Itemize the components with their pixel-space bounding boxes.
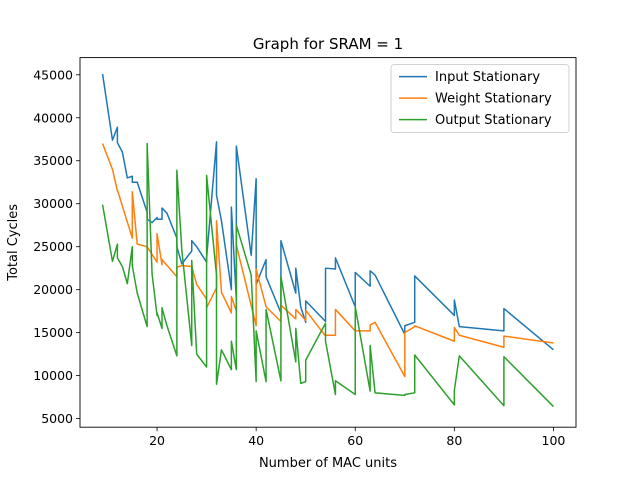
x-tick-label: 60 <box>347 433 363 448</box>
y-tick-label: 15000 <box>33 325 73 340</box>
y-tick-label: 35000 <box>33 153 73 168</box>
y-tick-label: 10000 <box>33 368 73 383</box>
series-line-weight-stationary <box>101 143 554 378</box>
y-tick-label: 20000 <box>33 282 73 297</box>
y-tick-label: 5000 <box>41 411 73 426</box>
x-axis: 20 40 60 80 100 <box>149 427 565 448</box>
plot-lines <box>101 73 554 408</box>
chart-title: Graph for SRAM = 1 <box>253 35 403 53</box>
plot-frame <box>79 57 577 428</box>
series-line-output-stationary <box>101 142 554 408</box>
legend-label: Output Stationary <box>435 113 552 128</box>
y-axis-label: Total Cycles <box>6 204 21 282</box>
x-tick-label: 40 <box>248 433 264 448</box>
y-tick-label: 40000 <box>33 110 73 125</box>
series-line-input-stationary <box>101 73 554 351</box>
x-axis-label: Number of MAC units <box>259 456 397 471</box>
x-tick-label: 80 <box>446 433 462 448</box>
y-tick-label: 25000 <box>33 239 73 254</box>
legend: Input Stationary Weight Stationary Output … <box>390 64 570 134</box>
legend-box <box>390 64 570 134</box>
x-tick-label: 20 <box>149 433 165 448</box>
legend-label: Weight Stationary <box>435 92 552 107</box>
y-tick-label: 30000 <box>33 196 73 211</box>
legend-label: Input Stationary <box>435 70 540 85</box>
y-tick-label: 45000 <box>33 67 73 82</box>
y-axis: 5000 10000 15000 20000 25000 30000 35000 40000 4… <box>33 67 80 426</box>
x-tick-label: 100 <box>542 433 566 448</box>
